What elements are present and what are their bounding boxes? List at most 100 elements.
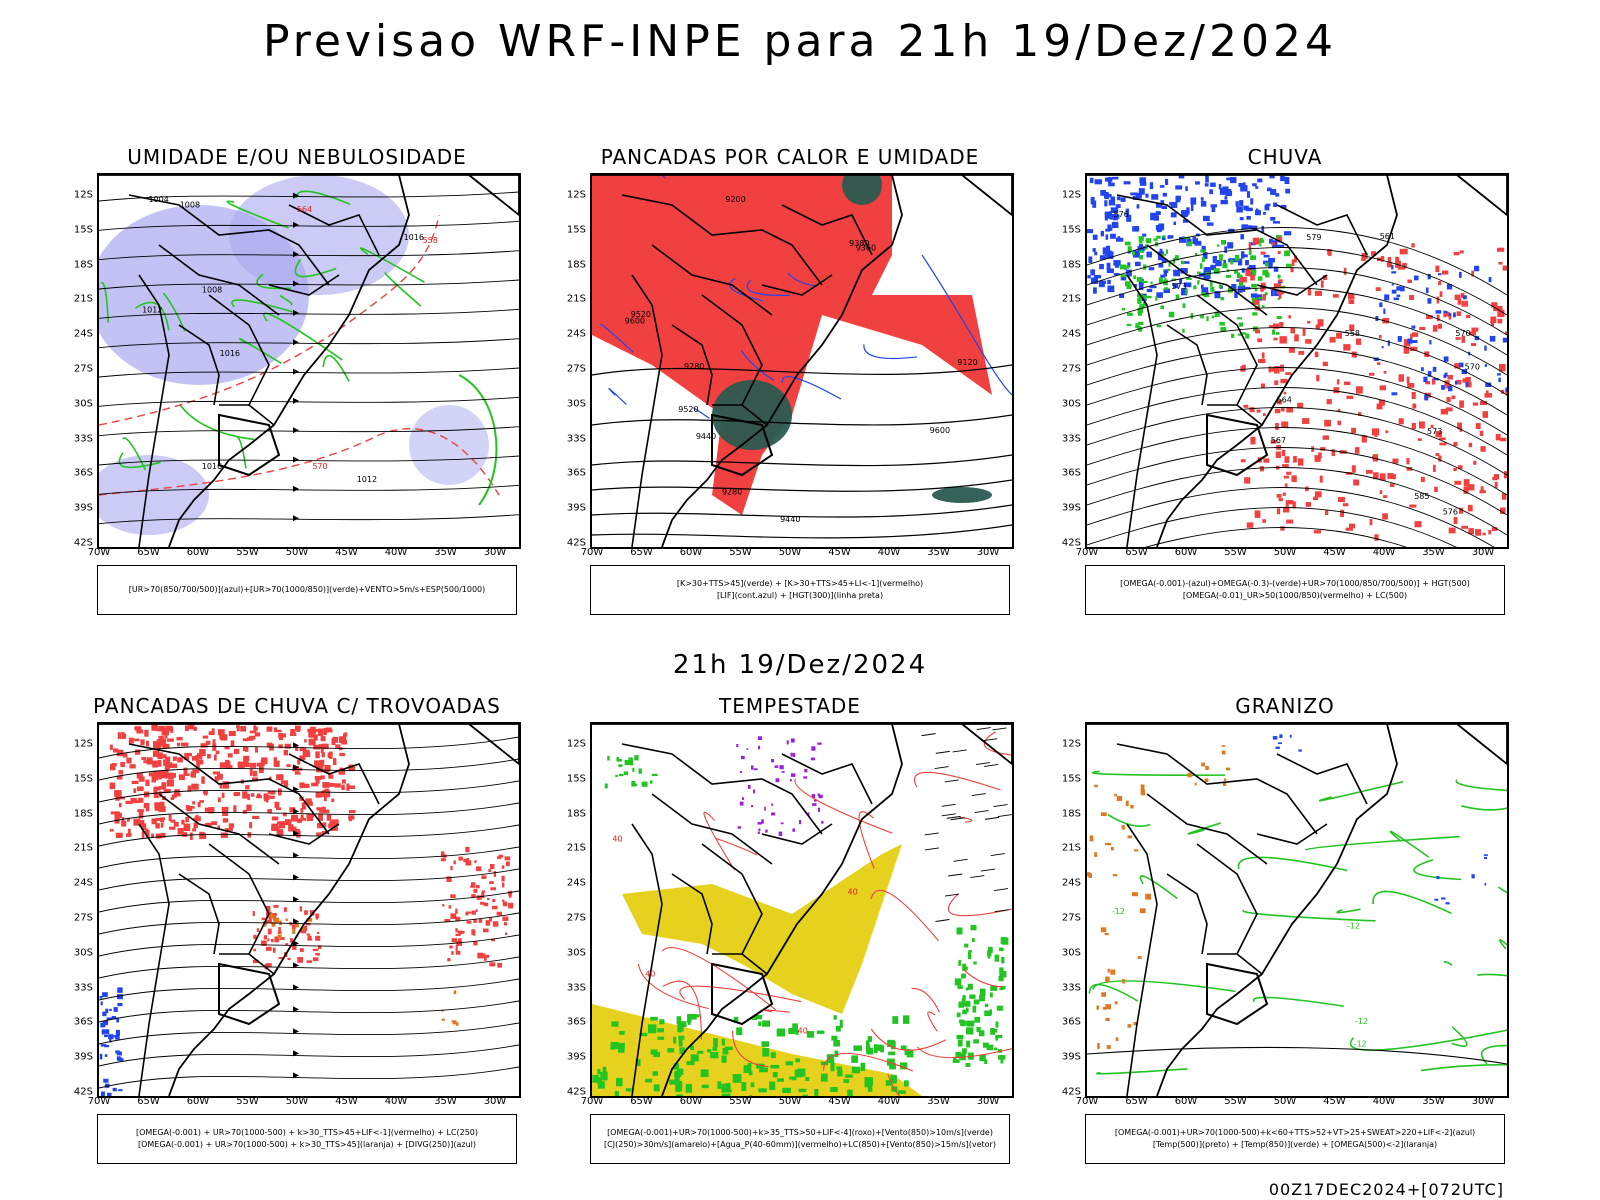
- map-plot: [99, 724, 519, 1096]
- contour-value-label: -12: [1112, 907, 1125, 916]
- contour-value-label: 1008: [202, 286, 222, 295]
- contour-value-label: 1012: [357, 475, 377, 484]
- longitude-tick-label: 35W: [434, 1096, 457, 1107]
- contour-value-label: 9440: [696, 432, 716, 441]
- longitude-tick-label: 40W: [384, 1096, 408, 1107]
- contour-value-label: 9520: [631, 310, 651, 319]
- latitude-tick-label: 24S: [73, 328, 93, 340]
- longitude-tick-label: 40W: [877, 547, 901, 558]
- latitude-tick-label: 33S: [566, 433, 586, 445]
- latitude-tick-label: 33S: [566, 982, 586, 994]
- contour-value-label: 9520: [678, 405, 698, 414]
- latitude-tick-label: 18S: [566, 259, 586, 271]
- contour-value-label: 1016: [404, 233, 424, 242]
- latitude-tick-label: 30S: [566, 398, 586, 410]
- longitude-tick-label: 65W: [630, 1096, 653, 1107]
- longitude-tick-label: 70W: [1075, 1096, 1099, 1107]
- legend-box: [UR>70(850/700/500)](azul)+[UR>70(1000/8…: [97, 565, 517, 615]
- contour-value-label: 9600: [625, 316, 645, 325]
- contour-value-label: 40: [847, 887, 857, 896]
- latitude-tick-label: 36S: [73, 1016, 93, 1028]
- latitude-tick-label: 42S: [566, 1086, 586, 1098]
- main-title: Previsao WRF-INPE para 21h 19/Dez/2024: [263, 16, 1337, 67]
- latitude-tick-label: 24S: [1061, 328, 1081, 340]
- longitude-tick-label: 45W: [335, 547, 358, 558]
- longitude-tick-label: 50W: [778, 547, 802, 558]
- longitude-tick-label: 55W: [236, 547, 259, 558]
- latitude-tick-label: 18S: [73, 808, 93, 820]
- longitude-labels: 70W 65W 60W 55W 50W 45W 40W 35W 30W: [88, 547, 521, 561]
- latitude-tick-label: 21S: [566, 842, 586, 854]
- longitude-tick-label: 55W: [236, 1096, 259, 1107]
- latitude-tick-label: 27S: [566, 912, 586, 924]
- contour-value-label: 585: [1414, 492, 1429, 501]
- latitude-tick-label: 30S: [73, 947, 93, 959]
- contour-value-label: 9600: [930, 426, 950, 435]
- latitude-tick-label: 21S: [1061, 293, 1081, 305]
- legend-line: [UR>70(850/700/500)](azul)+[UR>70(1000/8…: [128, 585, 486, 594]
- legend-box: [OMEGA(-0.001) + UR>70(1000-500) + k>30_…: [97, 1114, 517, 1164]
- latitude-tick-label: 24S: [566, 877, 586, 889]
- latitude-tick-label: 24S: [566, 328, 586, 340]
- longitude-tick-label: 50W: [285, 547, 309, 558]
- latitude-labels: 12S 15S 18S 21S 24S 27S 30S 33S 36S 39S 42S: [1040, 722, 1084, 1098]
- latitude-tick-label: 15S: [566, 224, 586, 236]
- panel-title: GRANIZO: [1235, 694, 1335, 718]
- longitude-tick-label: 50W: [285, 1096, 309, 1107]
- latitude-tick-label: 30S: [1061, 947, 1081, 959]
- longitude-tick-label: 55W: [1224, 1096, 1247, 1107]
- latitude-tick-label: 12S: [73, 189, 93, 201]
- legend-line: [OMEGA(-0.001)-(azul)+OMEGA(-0.3)-(verde…: [1120, 579, 1470, 588]
- map-plot: 40 40 40 40: [592, 724, 1012, 1096]
- latitude-tick-label: 21S: [73, 293, 93, 305]
- longitude-labels: 70W 65W 60W 55W 50W 45W 40W 35W 30W: [88, 1096, 521, 1110]
- latitude-tick-label: 27S: [566, 363, 586, 375]
- latitude-tick-label: 30S: [566, 947, 586, 959]
- latitude-tick-label: 18S: [1061, 808, 1081, 820]
- latitude-tick-label: 39S: [566, 502, 586, 514]
- latitude-tick-label: 12S: [566, 189, 586, 201]
- map-area: 9600 9520 9440 9380 9360 9280 9200 9120 9600 9520…: [590, 173, 1014, 549]
- contour-value-label: 9360: [856, 244, 876, 253]
- latitude-tick-label: 33S: [73, 982, 93, 994]
- latitude-tick-label: 15S: [73, 773, 93, 785]
- latitude-tick-label: 39S: [73, 1051, 93, 1063]
- panel-pancadas-calor: PANCADAS POR CALOR E UMIDADE 12S 15S 18S 21S…: [545, 145, 1035, 625]
- contour-value-label: 570: [1465, 362, 1480, 371]
- longitude-tick-label: 30W: [1471, 547, 1495, 558]
- latitude-tick-label: 36S: [566, 1016, 586, 1028]
- longitude-tick-label: 30W: [1471, 1096, 1495, 1107]
- legend-line: [OMEGA(-0.001) + UR>70(1000-500) + k>30_…: [135, 1128, 479, 1137]
- longitude-tick-label: 30W: [483, 1096, 507, 1107]
- contour-value-label: 40: [798, 1026, 808, 1035]
- legend-line: [CJ(250)>30m/s](amarelo)+[Agua_P(40-60mm…: [604, 1140, 996, 1149]
- longitude-tick-label: 55W: [729, 547, 752, 558]
- latitude-labels: 12S 15S 18S 21S 24S 27S 30S 33S 36S 39S 42S: [52, 173, 96, 549]
- longitude-tick-label: 35W: [927, 1096, 950, 1107]
- map-area: 1012 1016 1008 1004 570 558 564 1016 1012 1008 101…: [97, 173, 521, 549]
- latitude-tick-label: 24S: [1061, 877, 1081, 889]
- latitude-tick-label: 39S: [566, 1051, 586, 1063]
- latitude-tick-label: 42S: [73, 1086, 93, 1098]
- longitude-tick-label: 65W: [137, 547, 160, 558]
- longitude-tick-label: 60W: [186, 547, 210, 558]
- longitude-tick-label: 35W: [1422, 547, 1445, 558]
- longitude-tick-label: 55W: [1224, 547, 1247, 558]
- contour-value-label: 579: [1306, 233, 1321, 242]
- longitude-tick-label: 65W: [1125, 1096, 1148, 1107]
- legend-line: [OMEGA(-0.001) + UR>70(1000-500) + k>30_…: [137, 1140, 477, 1149]
- panel-umidade: UMIDADE E/OU NEBULOSIDADE 12S 15S 18S 21S 24S…: [52, 145, 542, 625]
- longitude-tick-label: 45W: [335, 1096, 358, 1107]
- latitude-tick-label: 12S: [566, 738, 586, 750]
- latitude-tick-label: 18S: [73, 259, 93, 271]
- contour-value-label: 9280: [722, 488, 742, 497]
- latitude-tick-label: 39S: [73, 502, 93, 514]
- latitude-labels: 12S 15S 18S 21S 24S 27S 30S 33S 36S 39S 42S: [545, 173, 589, 549]
- contour-value-label: 9280: [684, 362, 704, 371]
- longitude-tick-label: 60W: [679, 1096, 703, 1107]
- latitude-tick-label: 15S: [1061, 224, 1081, 236]
- contour-value-label: -12: [1355, 1017, 1368, 1026]
- longitude-tick-label: 60W: [679, 547, 703, 558]
- legend-box: [OMEGA(-0.001)+UR>70(1000-500)+k>35_TTS>…: [590, 1114, 1010, 1164]
- legend-box: [OMEGA(-0.001)-(azul)+OMEGA(-0.3)-(verde…: [1085, 565, 1505, 615]
